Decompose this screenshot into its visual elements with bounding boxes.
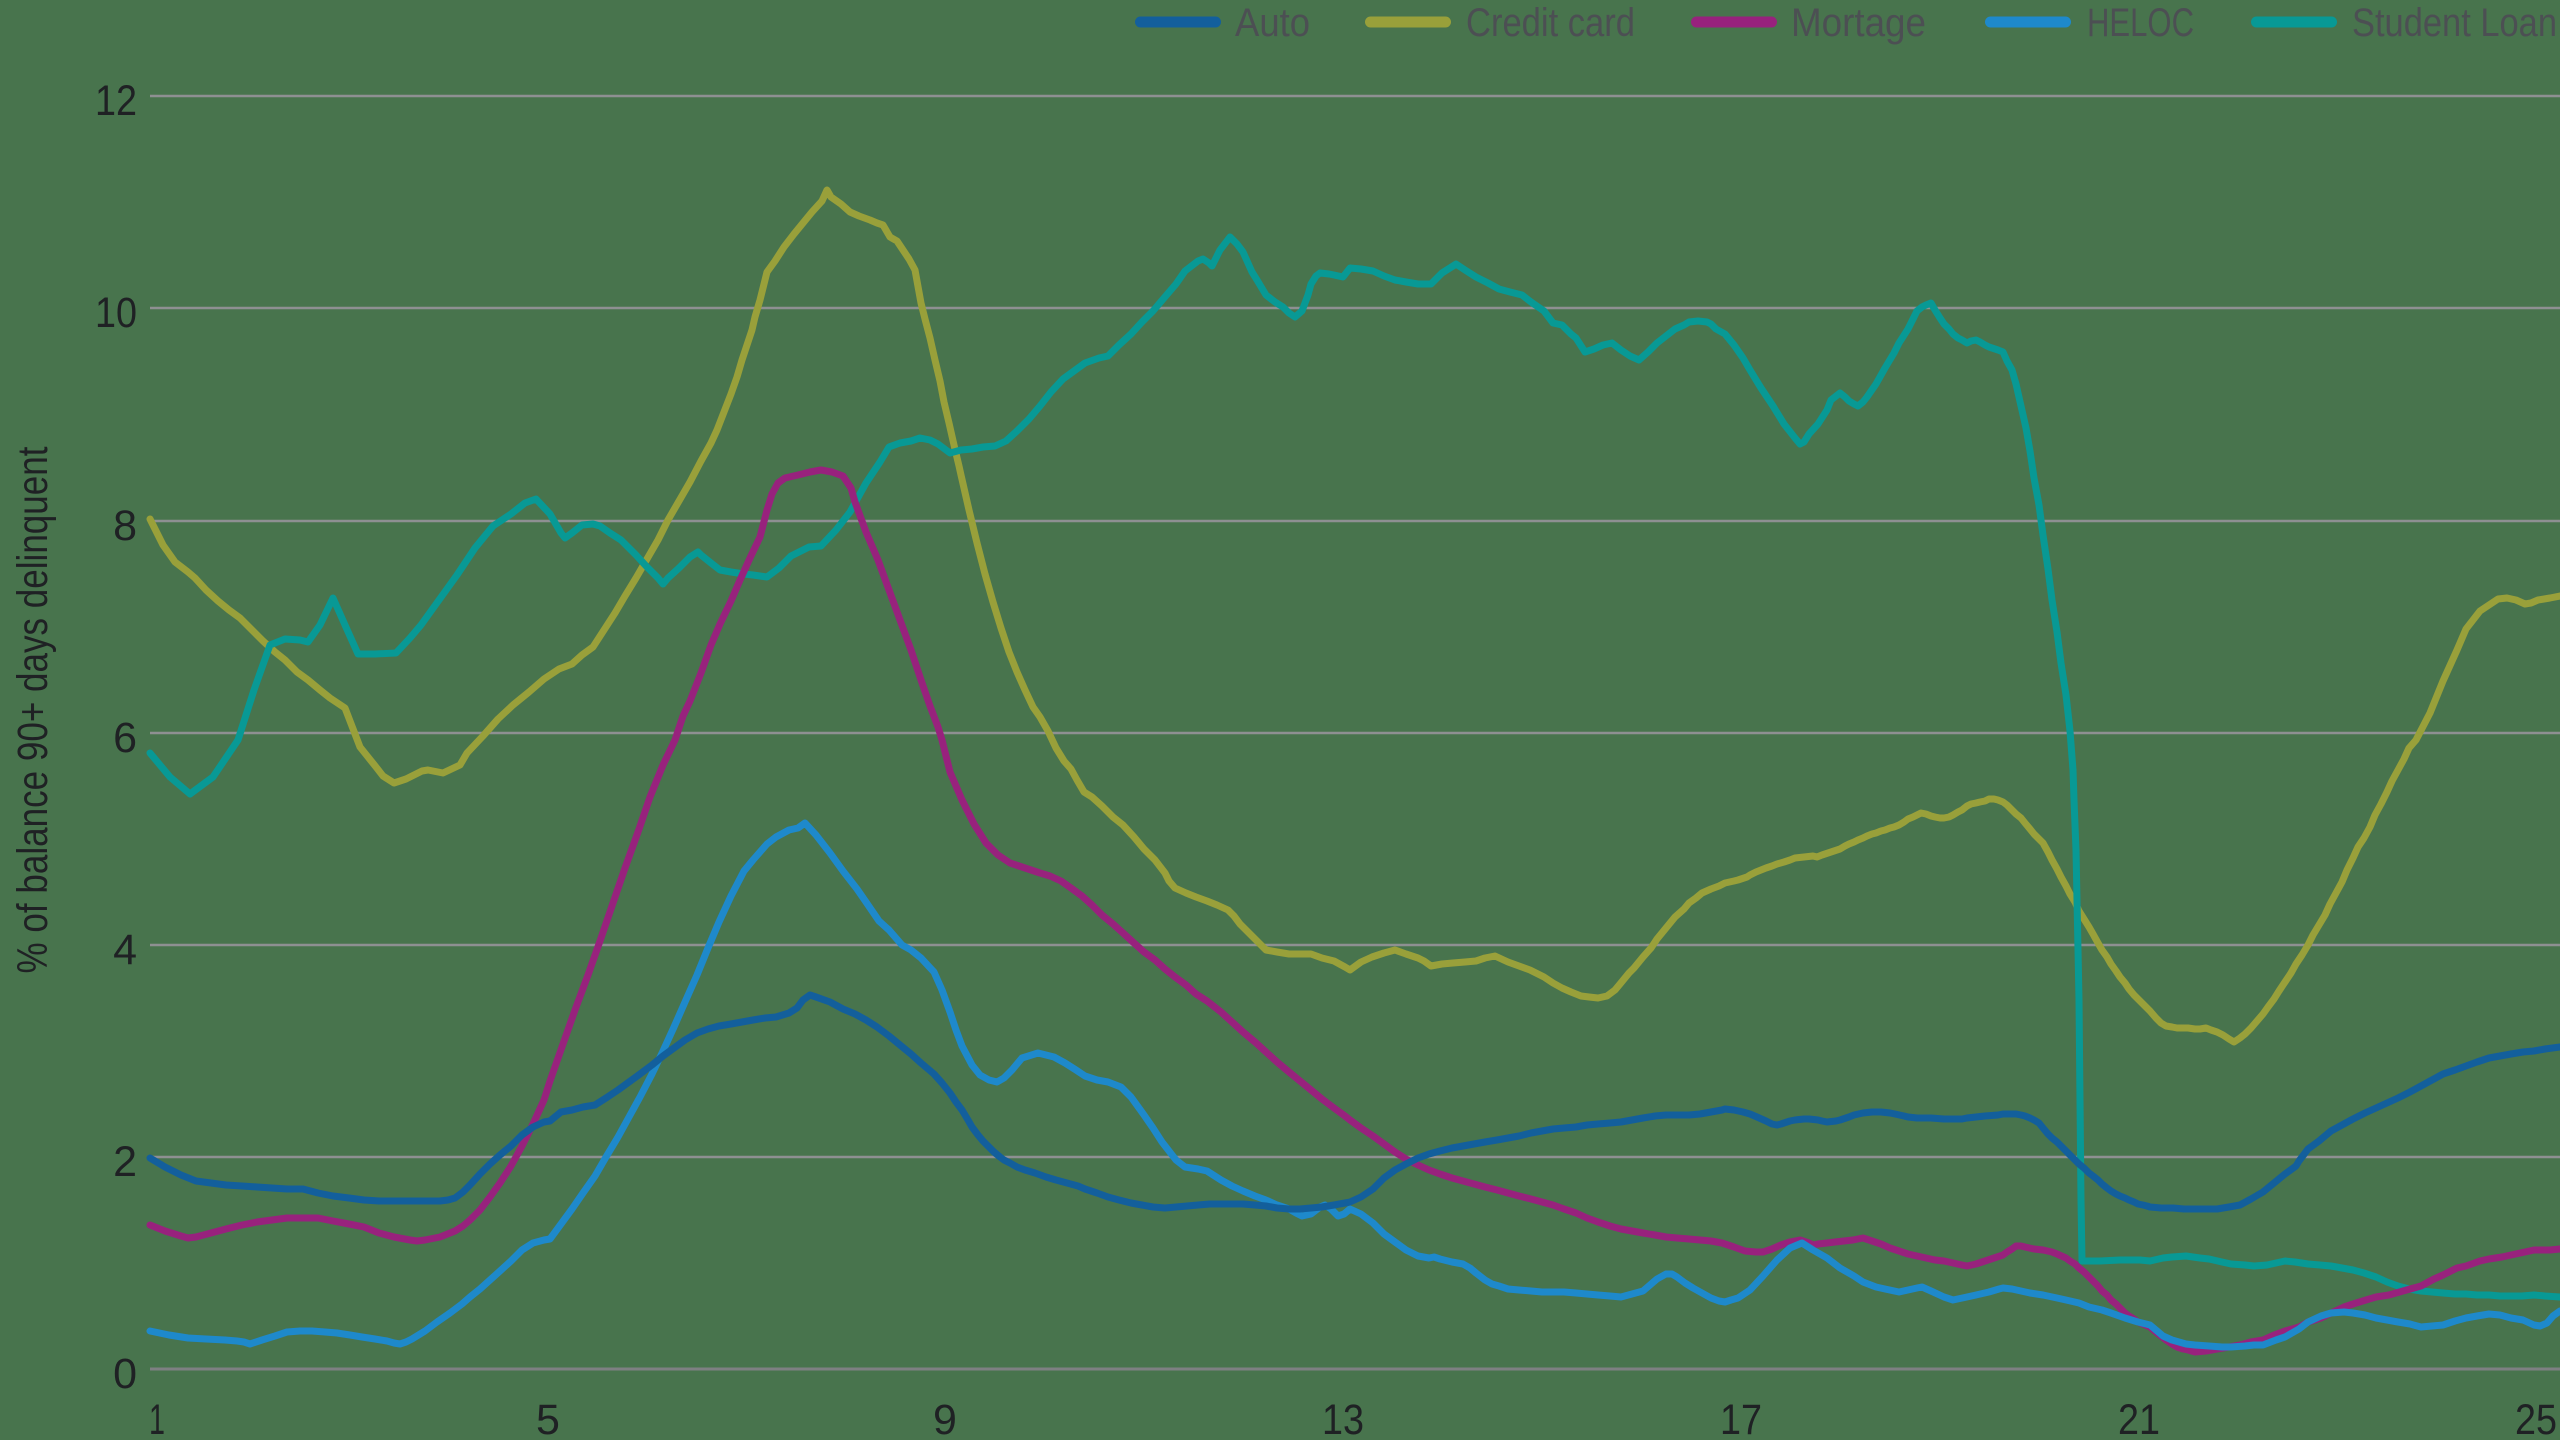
svg-text:12: 12 bbox=[95, 77, 137, 125]
svg-text:4: 4 bbox=[113, 926, 137, 974]
svg-text:Auto: Auto bbox=[1235, 1, 1310, 45]
svg-text:Mortage: Mortage bbox=[1791, 1, 1926, 45]
svg-text:13: 13 bbox=[1322, 1396, 1364, 1440]
svg-text:21: 21 bbox=[2118, 1396, 2160, 1440]
svg-text:Credit card: Credit card bbox=[1466, 1, 1635, 45]
svg-text:6: 6 bbox=[113, 714, 137, 762]
svg-text:% of balance 90+ days delinque: % of balance 90+ days delinquent bbox=[9, 446, 57, 973]
svg-text:5: 5 bbox=[536, 1396, 560, 1440]
svg-text:Student Loan: Student Loan bbox=[2352, 1, 2557, 45]
svg-text:HELOC: HELOC bbox=[2087, 1, 2194, 45]
svg-text:2: 2 bbox=[113, 1138, 137, 1186]
svg-text:9: 9 bbox=[933, 1396, 957, 1440]
svg-text:17: 17 bbox=[1720, 1396, 1762, 1440]
svg-text:0: 0 bbox=[113, 1350, 137, 1398]
svg-text:1: 1 bbox=[149, 1396, 165, 1440]
svg-text:10: 10 bbox=[95, 289, 137, 337]
svg-text:25: 25 bbox=[2515, 1396, 2557, 1440]
svg-text:8: 8 bbox=[113, 502, 137, 550]
